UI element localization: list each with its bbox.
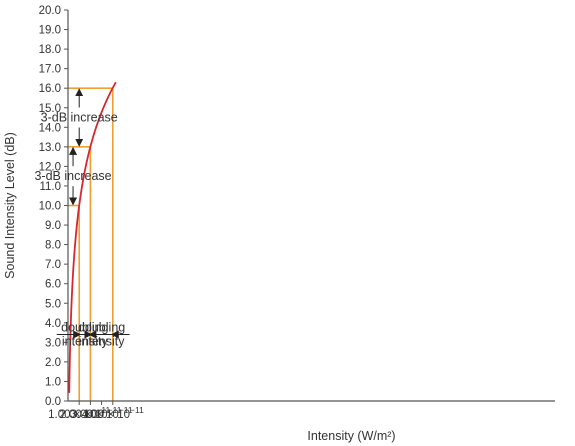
y-tick-label: 5.0 (45, 298, 61, 310)
y-tick-label: 3.0 (45, 337, 61, 349)
y-tick-label: 0.0 (45, 396, 61, 408)
annotation-doubling-label: doubling (61, 321, 108, 335)
y-tick-label: 4.0 (45, 318, 61, 330)
y-tick-label: 6.0 (45, 279, 61, 291)
y-tick-label: 2.0 (45, 357, 61, 369)
data-series (68, 81, 117, 393)
axes (67, 10, 555, 402)
annotation-doubling-label: intensity (79, 335, 126, 349)
annotation-3db-label: 3-dB increase (34, 169, 111, 183)
sound-level-curve (68, 81, 117, 393)
x-tick-label: 3.00 × 10−11 (71, 405, 133, 421)
y-tick-label: 12.0 (39, 161, 61, 173)
y-tick-label: 9.0 (45, 220, 61, 232)
x-tick-label: 1.00 × 10−11 (48, 405, 110, 421)
annotation-doubling-label: doubling (78, 321, 125, 335)
y-tick-label: 13.0 (39, 142, 61, 154)
x-axis-ticks: 1.00 × 10−112.00 × 10−113.00 × 10−114.00… (48, 401, 144, 421)
y-tick-label: 19.0 (39, 25, 61, 37)
reference-lines (68, 87, 114, 401)
y-tick-label: 18.0 (39, 44, 61, 56)
y-tick-label: 14.0 (39, 122, 61, 134)
y-tick-label: 16.0 (39, 83, 61, 95)
annotation-3db-label: 3-dB increase (41, 111, 118, 125)
annotations: 3-dB increase 3-dB increase doublingintens… (34, 88, 130, 349)
y-axis-title: Sound Intensity Level (dB) (3, 132, 17, 279)
y-tick-label: 11.0 (39, 181, 61, 193)
y-tick-label: 1.0 (45, 376, 61, 388)
x-tick-label: 2.00 × 10−11 (59, 405, 121, 421)
y-axis-ticks: 0.0 1.0 2.0 3.0 4.0 5.0 6.0 7.0 8.0 9.0 10.0 11.0 12… (39, 5, 68, 408)
y-tick-label: 20.0 (39, 5, 61, 17)
y-tick-label: 8.0 (45, 240, 61, 252)
y-tick-label: 7.0 (45, 259, 61, 271)
x-tick-label: 4.00 × 10−11 (82, 405, 144, 421)
y-tick-label: 17.0 (39, 64, 61, 76)
y-tick-label: 15.0 (39, 103, 61, 115)
y-tick-label: 10.0 (39, 201, 61, 213)
x-axis-title: Intensity (W/m²) (307, 429, 395, 443)
